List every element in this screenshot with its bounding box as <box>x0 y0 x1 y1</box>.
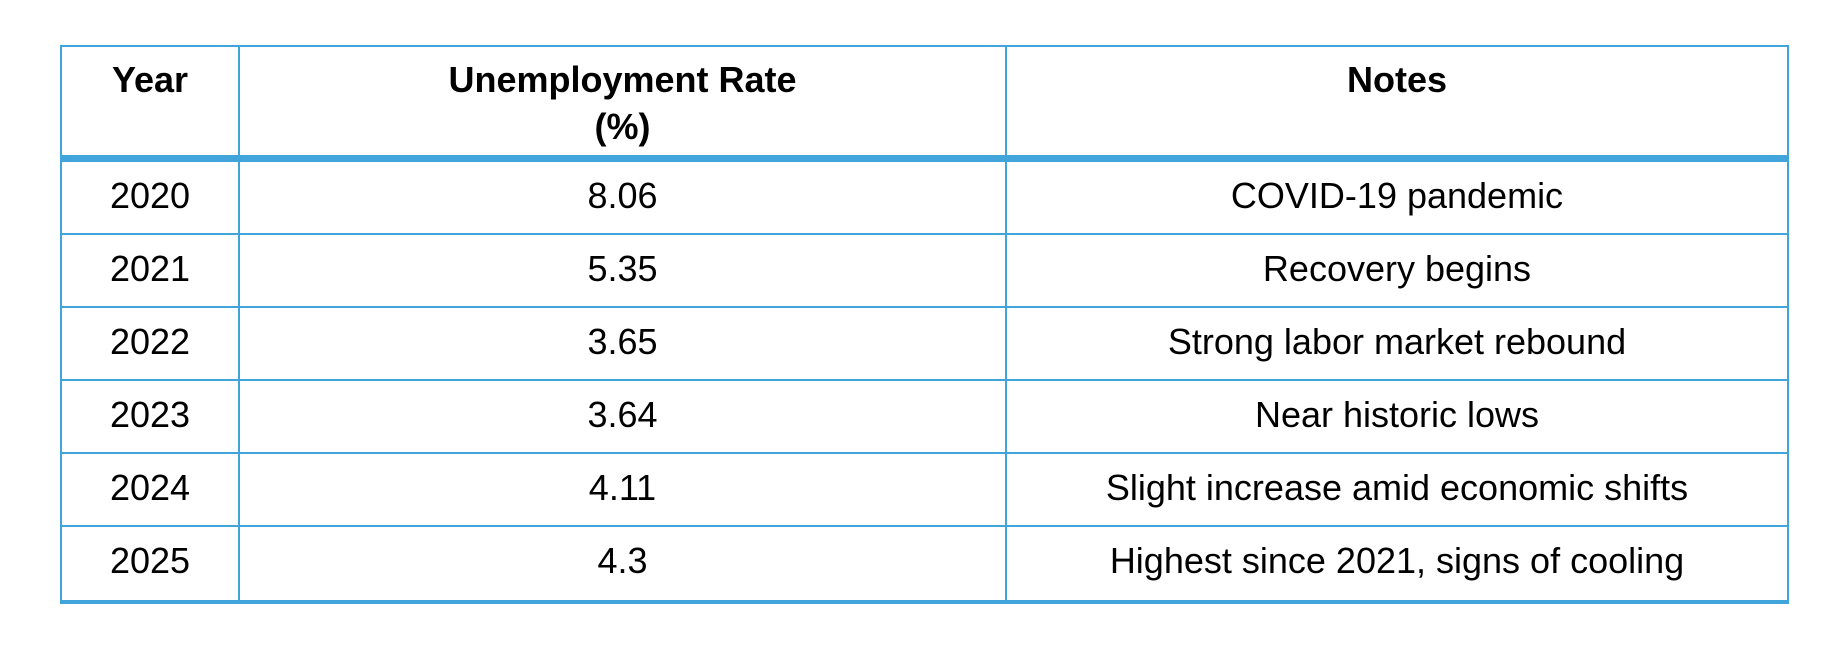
table-row: 2024 4.11 Slight increase amid economic … <box>62 454 1787 527</box>
year-cell: 2021 <box>62 235 240 308</box>
col-header-year-title: Year <box>111 59 189 100</box>
note-cell: Recovery begins <box>1007 235 1787 308</box>
table-row: 2020 8.06 COVID-19 pandemic <box>62 162 1787 235</box>
note-cell: COVID-19 pandemic <box>1007 162 1787 235</box>
table-row: 2023 3.64 Near historic lows <box>62 381 1787 454</box>
table-row: 2022 3.65 Strong labor market rebound <box>62 308 1787 381</box>
year-cell: 2022 <box>62 308 240 381</box>
rate-cell: 5.35 <box>240 235 1007 308</box>
header-divider <box>62 155 1787 162</box>
note-cell: Strong labor market rebound <box>1007 308 1787 381</box>
rate-cell: 3.65 <box>240 308 1007 381</box>
rate-cell: 3.64 <box>240 381 1007 454</box>
unemployment-table: Year Unemployment Rate (%) Notes <box>60 45 1789 604</box>
col-header-rate-title: Unemployment Rate <box>448 59 797 100</box>
note-cell: Near historic lows <box>1007 381 1787 454</box>
year-cell: 2020 <box>62 162 240 235</box>
header-row: Year Unemployment Rate (%) Notes <box>62 47 1787 155</box>
col-header-notes: Notes <box>1007 47 1787 155</box>
table-header: Year Unemployment Rate (%) Notes <box>62 47 1787 155</box>
col-header-notes-title: Notes <box>1346 59 1448 100</box>
table-row: 2025 4.3 Highest since 2021, signs of co… <box>62 527 1787 600</box>
year-cell: 2023 <box>62 381 240 454</box>
header-divider-segment <box>62 155 240 162</box>
col-header-year: Year <box>62 47 240 155</box>
col-header-rate: Unemployment Rate (%) <box>240 47 1007 155</box>
table-body: 2020 8.06 COVID-19 pandemic 2021 5.35 Re… <box>62 155 1787 600</box>
note-cell: Slight increase amid economic shifts <box>1007 454 1787 527</box>
col-header-rate-subtitle: (%) <box>594 106 651 147</box>
rate-cell: 8.06 <box>240 162 1007 235</box>
header-divider-segment <box>240 155 1007 162</box>
year-cell: 2025 <box>62 527 240 600</box>
rate-cell: 4.11 <box>240 454 1007 527</box>
rate-cell: 4.3 <box>240 527 1007 600</box>
table-row: 2021 5.35 Recovery begins <box>62 235 1787 308</box>
note-cell: Highest since 2021, signs of cooling <box>1109 540 1685 581</box>
year-cell: 2024 <box>62 454 240 527</box>
header-divider-segment <box>1007 155 1787 162</box>
